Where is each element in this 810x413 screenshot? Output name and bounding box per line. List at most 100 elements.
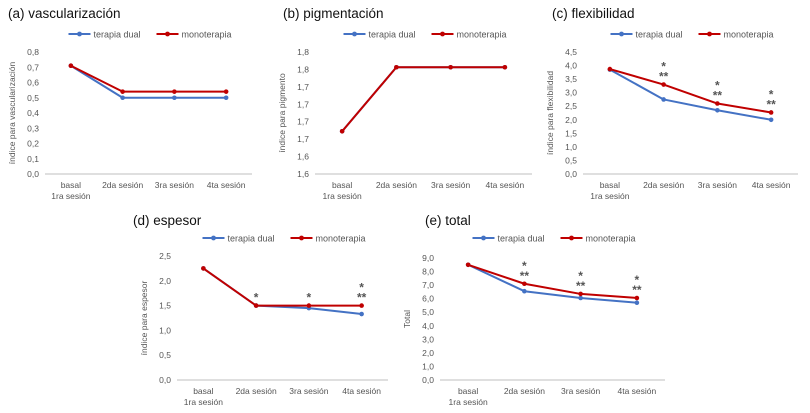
series-line bbox=[609, 68, 772, 114]
significance-mark: ** bbox=[713, 89, 723, 103]
y-tick-label: 0,3 bbox=[27, 123, 39, 133]
y-tick-label: 4,5 bbox=[565, 47, 577, 57]
x-tick-label: 4ta sesión bbox=[207, 180, 246, 190]
data-point bbox=[465, 262, 471, 268]
y-tick-label: 2,0 bbox=[422, 348, 434, 358]
x-tick-label: 3ra sesión bbox=[431, 180, 470, 190]
legend-marker bbox=[707, 31, 712, 37]
legend-marker bbox=[211, 235, 216, 241]
data-point bbox=[394, 64, 399, 70]
significance-mark: ** bbox=[576, 279, 586, 293]
significance-mark: * bbox=[307, 291, 312, 305]
data-point bbox=[715, 101, 720, 106]
legend-label: monoterapia bbox=[457, 30, 507, 40]
chart-title: (b) pigmentación bbox=[283, 6, 384, 21]
y-tick-label: 0,2 bbox=[27, 139, 39, 149]
y-tick-label: 2,5 bbox=[565, 101, 577, 111]
y-tick-label: 1,5 bbox=[565, 128, 577, 138]
chart-vascularizacion: terapia dual monoterapia 0,0 0,1 0,2 0,3 0,4 0,… bbox=[7, 30, 252, 201]
significance-mark: * bbox=[715, 79, 720, 93]
significance-mark: * bbox=[578, 269, 583, 283]
y-tick-label: 1,0 bbox=[422, 361, 434, 371]
x-tick-label: 3ra sesión bbox=[698, 180, 737, 190]
y-tick-label: 1,5 bbox=[159, 301, 171, 311]
significance-mark: * bbox=[661, 60, 666, 74]
data-point bbox=[578, 291, 583, 297]
x-tick-label: 4ta sesión bbox=[752, 180, 791, 190]
data-point bbox=[253, 303, 259, 308]
x-tick-label: basal bbox=[332, 180, 352, 190]
data-point bbox=[607, 66, 613, 72]
legend-marker bbox=[299, 235, 304, 241]
legend-label: monoterapia bbox=[586, 234, 636, 244]
data-point bbox=[768, 110, 774, 115]
y-tick-label: 1,7 bbox=[297, 134, 309, 144]
y-tick-label: 1,6 bbox=[297, 169, 309, 179]
data-point bbox=[120, 89, 125, 94]
y-tick-label: 0,0 bbox=[422, 375, 434, 385]
x-tick-label: 4ta sesión bbox=[486, 180, 525, 190]
legend-label: terapia dual bbox=[498, 234, 545, 244]
x-tick-label: 3ra sesión bbox=[155, 180, 194, 190]
y-tick-label: 4,0 bbox=[422, 321, 434, 331]
data-point bbox=[502, 64, 508, 70]
y-tick-label: 9,0 bbox=[422, 253, 434, 263]
x-tick-label: 2da sesión bbox=[236, 386, 277, 396]
legend-marker bbox=[481, 235, 486, 241]
y-tick-label: 1,8 bbox=[297, 64, 309, 74]
significance-mark: * bbox=[522, 259, 527, 273]
x-tick-label: 1ra sesión bbox=[184, 397, 223, 407]
data-point bbox=[359, 311, 364, 317]
chart-title: (c) flexibilidad bbox=[552, 6, 635, 21]
significance-mark: ** bbox=[659, 70, 669, 84]
x-tick-label: 4ta sesión bbox=[342, 386, 381, 396]
series-line bbox=[467, 263, 637, 299]
x-tick-label: 1ra sesión bbox=[51, 191, 90, 201]
y-axis-label: Total bbox=[402, 310, 412, 328]
y-tick-label: 3,0 bbox=[422, 334, 434, 344]
data-point bbox=[661, 97, 666, 102]
y-tick-label: 1,7 bbox=[297, 117, 309, 127]
y-axis-label: índice para espesor bbox=[139, 281, 149, 356]
y-tick-label: 0,0 bbox=[159, 375, 171, 385]
y-tick-label: 0,0 bbox=[27, 169, 39, 179]
data-point bbox=[634, 300, 640, 306]
x-tick-label: 2da sesión bbox=[643, 180, 684, 190]
y-axis-label: índice para flexibilidad bbox=[545, 71, 555, 155]
significance-mark: * bbox=[635, 273, 640, 287]
y-tick-label: 0,5 bbox=[565, 155, 577, 165]
y-tick-label: 0,6 bbox=[27, 78, 39, 88]
x-tick-label: 1ra sesión bbox=[590, 191, 629, 201]
y-tick-label: 0,1 bbox=[27, 154, 39, 164]
y-tick-label: 0,4 bbox=[27, 108, 39, 118]
y-axis-label: índice para vascularización bbox=[7, 61, 17, 164]
significance-mark: ** bbox=[520, 269, 530, 283]
x-tick-label: 4ta sesión bbox=[618, 386, 657, 396]
x-tick-label: 2da sesión bbox=[102, 180, 143, 190]
data-point bbox=[522, 281, 527, 287]
data-point bbox=[715, 107, 720, 113]
legend-label: monoterapia bbox=[182, 30, 232, 40]
series-line bbox=[202, 267, 362, 307]
data-point bbox=[661, 82, 666, 87]
y-tick-label: 5,0 bbox=[422, 307, 434, 317]
legend-label: monoterapia bbox=[724, 30, 774, 40]
legend-marker bbox=[352, 31, 357, 37]
chart-title: (e) total bbox=[425, 213, 471, 228]
data-point bbox=[578, 295, 583, 301]
y-tick-label: 1,0 bbox=[159, 325, 171, 335]
y-tick-label: 0,8 bbox=[27, 47, 39, 57]
y-tick-label: 7,0 bbox=[422, 280, 434, 290]
x-tick-label: 1ra sesión bbox=[449, 397, 488, 407]
data-point bbox=[359, 303, 364, 308]
data-point bbox=[68, 63, 74, 69]
y-tick-label: 3,5 bbox=[565, 74, 577, 84]
y-tick-label: 0,7 bbox=[27, 62, 39, 72]
data-point bbox=[172, 95, 177, 101]
data-point bbox=[223, 95, 229, 101]
chart-flexibilidad: terapia dual monoterapia 0,0 0,5 1,0 1,5 2,0 2,… bbox=[545, 30, 798, 201]
data-point bbox=[201, 266, 206, 271]
y-tick-label: 6,0 bbox=[422, 294, 434, 304]
data-point bbox=[306, 303, 312, 308]
y-axis-label: índice para pigmento bbox=[277, 73, 287, 153]
